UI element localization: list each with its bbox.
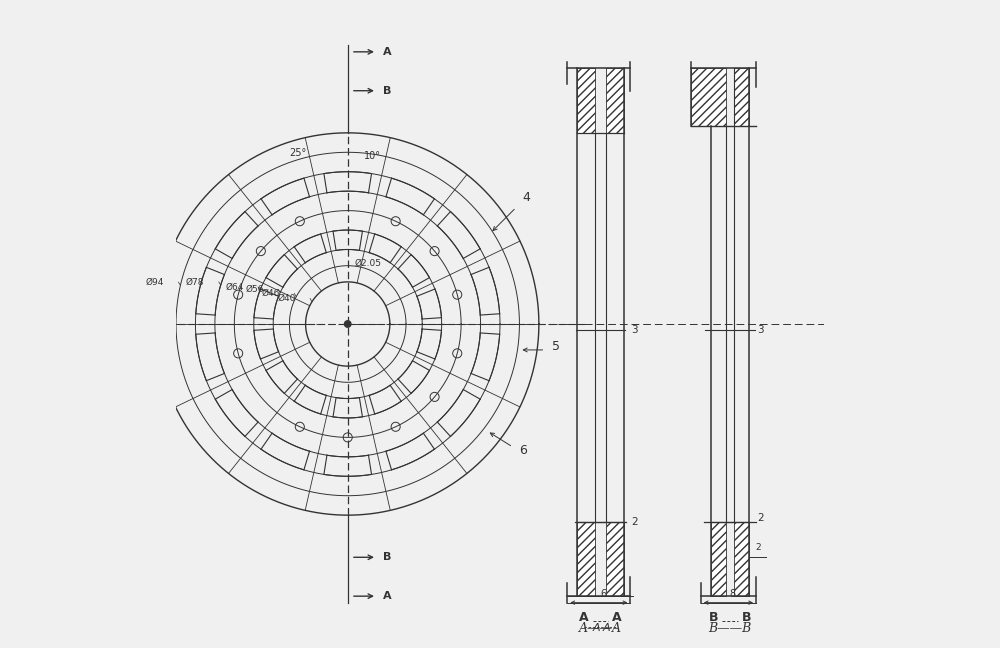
Text: Ø56: Ø56 <box>245 284 264 294</box>
Text: 6: 6 <box>519 444 527 457</box>
Text: B: B <box>709 611 719 624</box>
Text: 6: 6 <box>600 590 606 599</box>
Text: A: A <box>383 591 392 601</box>
Text: A——A: A——A <box>579 622 622 635</box>
Text: A: A <box>383 47 392 57</box>
Circle shape <box>344 321 351 327</box>
Text: Ø46: Ø46 <box>262 289 280 298</box>
Text: Ø78: Ø78 <box>186 277 204 286</box>
Bar <box>577 68 595 133</box>
Text: A: A <box>602 623 610 632</box>
Text: Ø64: Ø64 <box>225 283 244 292</box>
Text: 10°: 10° <box>364 151 381 161</box>
Text: 8: 8 <box>729 590 735 599</box>
Text: 4: 4 <box>523 191 531 204</box>
Text: 5: 5 <box>552 340 560 353</box>
Text: Ø94: Ø94 <box>146 277 164 286</box>
Text: Ø40: Ø40 <box>277 294 296 303</box>
Bar <box>606 68 624 133</box>
Bar <box>734 68 749 126</box>
Text: A: A <box>579 611 589 624</box>
Bar <box>606 522 624 596</box>
Text: 3: 3 <box>632 325 638 336</box>
Bar <box>711 522 726 596</box>
Text: 3: 3 <box>757 325 764 336</box>
Text: 2: 2 <box>757 513 764 524</box>
Text: 2: 2 <box>632 516 638 527</box>
Text: 2: 2 <box>755 542 761 551</box>
Bar <box>691 68 726 126</box>
Text: A: A <box>612 611 621 624</box>
Text: B: B <box>383 552 392 562</box>
Text: B——B: B——B <box>708 622 752 635</box>
Bar <box>734 522 749 596</box>
Text: A: A <box>593 623 600 632</box>
Text: Ø2.05: Ø2.05 <box>354 259 381 268</box>
Text: B: B <box>383 86 392 96</box>
Bar <box>577 522 595 596</box>
Text: 25°: 25° <box>289 148 307 157</box>
Text: B: B <box>741 611 751 624</box>
